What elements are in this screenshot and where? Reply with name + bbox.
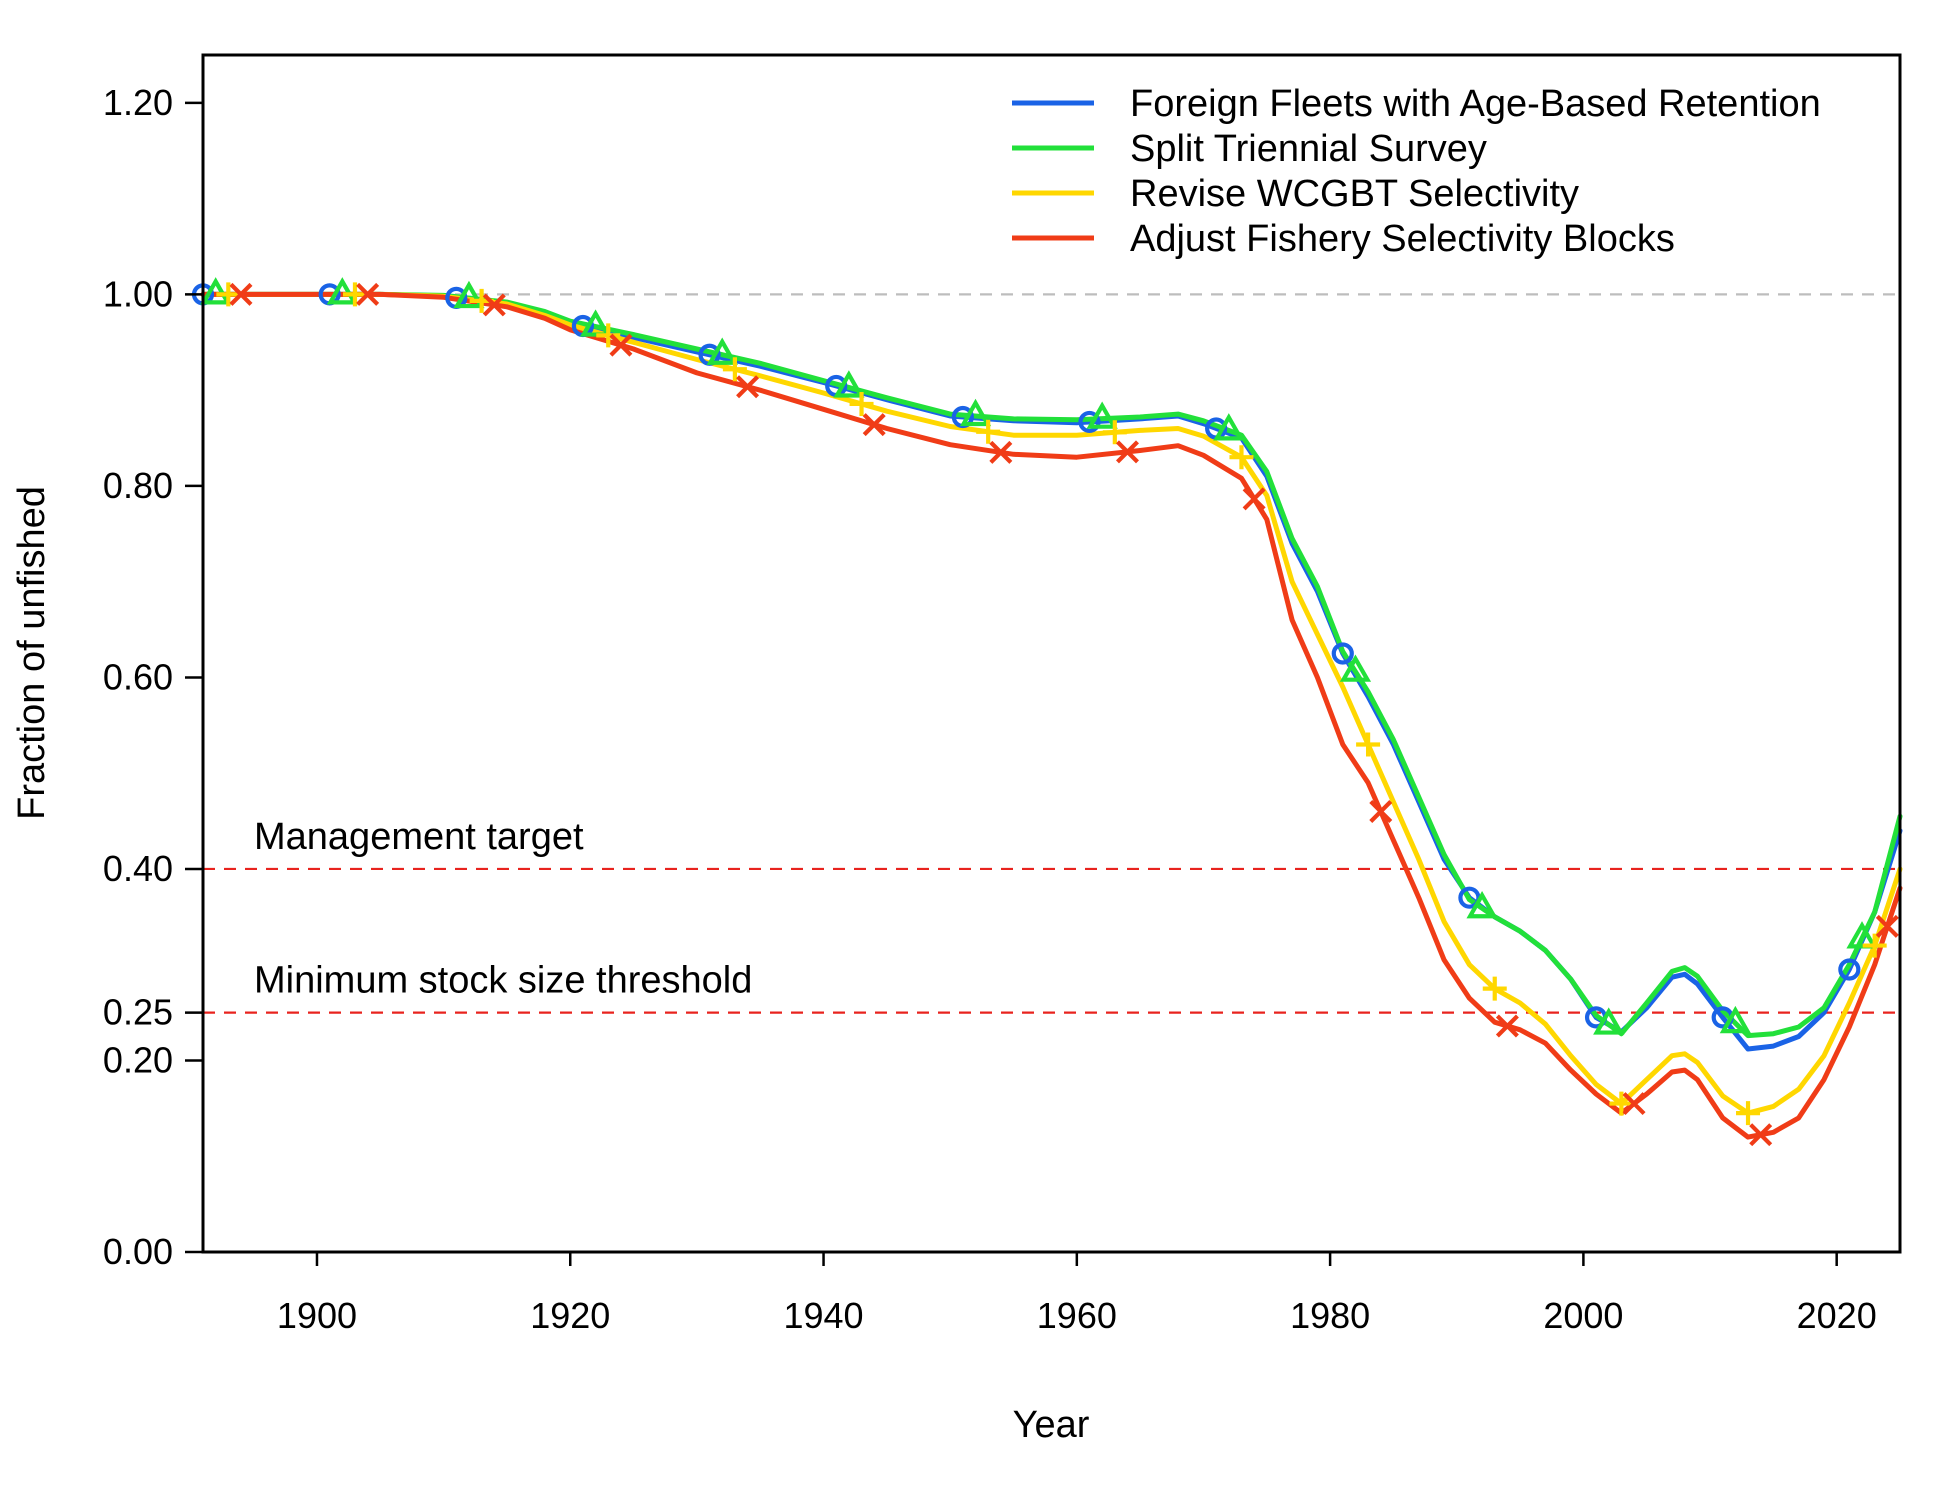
data-point-plus: [976, 419, 1001, 444]
data-point-plus: [1102, 420, 1127, 445]
data-point-triangle: [706, 337, 738, 365]
data-point-x: [736, 375, 760, 399]
y-tick-label: 0.40: [103, 848, 173, 889]
data-point-x: [1242, 487, 1266, 511]
x-tick-label: 2020: [1797, 1295, 1877, 1336]
x-axis-title: Year: [1013, 1404, 1090, 1446]
reference-labels: Management target Minimum stock size thre…: [254, 816, 752, 1002]
data-point-triangle: [1213, 413, 1245, 441]
data-point-triangle: [1593, 1007, 1625, 1035]
y-tick-label: 0.80: [103, 465, 173, 506]
data-point-plus: [722, 357, 747, 382]
data-point-triangle: [1846, 921, 1878, 949]
x-tick-label: 1920: [530, 1295, 610, 1336]
data-point-triangle: [1719, 1005, 1751, 1034]
series-line: [200, 291, 1903, 1039]
y-tick-label: 0.20: [103, 1039, 173, 1080]
data-point-plus: [216, 282, 241, 307]
y-tick-label: 1.20: [103, 82, 173, 123]
y-axis: 0.00 0.20 0.25 0.40 0.60 0.80 1.00 1.20: [103, 82, 203, 1272]
data-point-plus: [1482, 976, 1507, 1001]
data-point-plus: [1609, 1091, 1634, 1116]
data-point-x: [1369, 800, 1393, 823]
data-point-x: [609, 333, 633, 357]
data-point-x: [862, 413, 886, 437]
data-point-triangle: [579, 309, 612, 337]
x-tick-label: 1900: [277, 1295, 357, 1336]
series-lines: [200, 291, 1903, 1140]
data-point-circle: [1078, 410, 1101, 434]
reference-lines: [203, 293, 1900, 1014]
data-point-triangle: [1086, 401, 1118, 429]
data-point-x: [1116, 440, 1139, 464]
data-point-plus: [1736, 1101, 1761, 1126]
data-point-plus: [1356, 732, 1381, 757]
data-point-x: [989, 440, 1013, 464]
x-tick-label: 1980: [1290, 1295, 1370, 1336]
x-tick-label: 2000: [1543, 1295, 1623, 1336]
y-axis-title: Fraction of unfished: [11, 486, 53, 820]
data-point-plus: [849, 391, 874, 416]
data-point-x: [356, 282, 380, 306]
x-tick-label: 1940: [783, 1295, 863, 1336]
data-point-plus: [342, 282, 367, 307]
data-point-circle: [1331, 642, 1354, 665]
data-point-x: [1749, 1123, 1773, 1147]
y-tick-label: 1.00: [103, 273, 173, 314]
legend-label: Foreign Fleets with Age-Based Retention: [1130, 83, 1821, 125]
data-point-x: [1875, 914, 1899, 938]
legend: Foreign Fleets with Age-Based RetentionS…: [1012, 83, 1821, 260]
data-point-x: [229, 282, 253, 306]
data-point-x: [482, 293, 506, 317]
data-point-triangle: [326, 277, 358, 305]
reference-line-label: Minimum stock size threshold: [254, 960, 752, 1002]
y-tick-label: 0.60: [103, 656, 173, 697]
x-tick-label: 1960: [1037, 1295, 1117, 1336]
data-point-x: [1495, 1014, 1519, 1038]
data-point-plus: [596, 323, 621, 348]
legend-label: Split Triennial Survey: [1130, 128, 1487, 170]
data-point-triangle: [453, 280, 485, 309]
data-point-triangle: [1466, 890, 1498, 919]
data-point-x: [1622, 1092, 1646, 1116]
series-line: [200, 291, 1903, 1140]
data-point-circle: [1838, 958, 1861, 981]
reference-line-label: Management target: [254, 816, 584, 858]
y-tick-label: 0.25: [103, 992, 173, 1033]
plot-frame: [201, 53, 1902, 1254]
data-point-plus: [1229, 445, 1254, 470]
legend-label: Revise WCGBT Selectivity: [1130, 173, 1579, 215]
data-point-plus: [1862, 933, 1887, 958]
data-point-triangle: [200, 277, 232, 305]
legend-label: Adjust Fishery Selectivity Blocks: [1130, 218, 1675, 260]
y-tick-label: 0.00: [103, 1231, 173, 1272]
data-point-triangle: [959, 398, 992, 427]
x-axis: 1900 1920 1940 1960 1980 2000 2020: [277, 1252, 1877, 1336]
series-line: [200, 291, 1903, 1052]
data-point-triangle: [833, 370, 865, 398]
data-point-triangle: [1339, 654, 1372, 682]
